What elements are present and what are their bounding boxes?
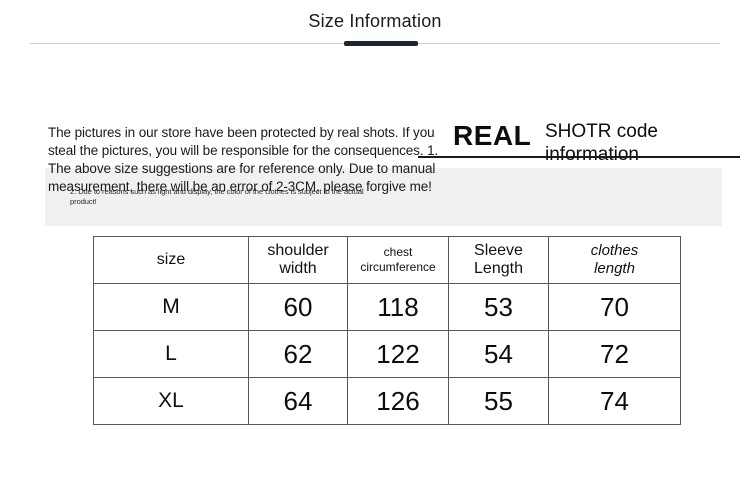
notice-footnote: 2. Due to reasons such as light and disp… [70, 187, 364, 206]
notice-line-1: The pictures in our store have been prot… [48, 125, 435, 140]
header-clothes-line-2: length [594, 260, 635, 277]
value-sleeve-length: 53 [484, 292, 513, 322]
value-sleeve-length: 55 [484, 386, 513, 416]
notice-line-2: steal the pictures, you will be responsi… [48, 143, 439, 158]
table-header-row: size shoulder width chest circumference … [93, 236, 681, 284]
header-size-line-1: size [156, 251, 186, 268]
header-sleeve-line-1: Sleeve [474, 242, 523, 259]
cell-size: L [93, 330, 249, 378]
value-clothes-length: 70 [600, 292, 629, 322]
value-size: XL [158, 389, 184, 412]
header-sleeve-line-2: Length [474, 260, 523, 277]
cell-size: M [93, 283, 249, 331]
cell-shoulder-width: 62 [248, 330, 348, 378]
value-shoulder-width: 62 [283, 339, 313, 369]
cell-chest-circumference: 126 [347, 377, 449, 425]
header-cell-shoulder-width: shoulder width [248, 236, 348, 284]
value-clothes-length: 74 [600, 386, 629, 416]
header-cell-size: size [93, 236, 249, 284]
table-row: XL 64 126 55 74 [93, 377, 681, 425]
notice-paragraph: The pictures in our store have been prot… [48, 124, 440, 196]
header-shoulder-line-2: width [279, 260, 317, 277]
header-cell-clothes-length: clothes length [548, 236, 681, 284]
real-shot-caption: SHOTR code information [545, 120, 745, 166]
title-divider-accent [344, 41, 418, 46]
page-title: Size Information [308, 11, 442, 31]
size-table: size shoulder width chest circumference … [93, 236, 681, 425]
value-size: L [165, 342, 177, 365]
value-chest-circumference: 118 [377, 292, 419, 322]
cell-clothes-length: 74 [548, 377, 681, 425]
value-chest-circumference: 126 [376, 386, 420, 416]
cell-chest-circumference: 118 [347, 283, 449, 331]
header-cell-chest-circumference: chest circumference [347, 236, 449, 284]
header-chest-line-2: circumference [360, 260, 436, 274]
header-chest-line-1: chest [383, 245, 413, 259]
notice-line-3: The above size suggestions are for refer… [48, 161, 436, 176]
value-clothes-length: 72 [600, 339, 629, 369]
cell-shoulder-width: 64 [248, 377, 348, 425]
real-shot-divider [418, 156, 740, 158]
header-cell-sleeve-length: Sleeve Length [448, 236, 549, 284]
notice-line-4: measurement, there will be an error of 2… [48, 179, 432, 194]
cell-size: XL [93, 377, 249, 425]
header-clothes-line-1: clothes [590, 242, 639, 259]
value-chest-circumference: 122 [376, 339, 420, 369]
cell-sleeve-length: 55 [448, 377, 549, 425]
real-shot-caption-line-1: SHOTR code [545, 121, 658, 142]
cell-clothes-length: 70 [548, 283, 681, 331]
table-row: L 62 122 54 72 [93, 330, 681, 378]
header-shoulder-line-1: shoulder [267, 242, 329, 259]
cell-clothes-length: 72 [548, 330, 681, 378]
cell-sleeve-length: 53 [448, 283, 549, 331]
cell-sleeve-length: 54 [448, 330, 549, 378]
value-shoulder-width: 60 [283, 292, 313, 322]
value-size: M [162, 295, 180, 318]
real-shot-word: REAL [453, 120, 532, 151]
real-shot-caption-line-2: information [545, 144, 639, 165]
value-sleeve-length: 54 [484, 339, 513, 369]
notice-background-band [45, 168, 722, 226]
cell-chest-circumference: 122 [347, 330, 449, 378]
value-shoulder-width: 64 [283, 386, 313, 416]
table-row: M 60 118 53 70 [93, 283, 681, 331]
cell-shoulder-width: 60 [248, 283, 348, 331]
